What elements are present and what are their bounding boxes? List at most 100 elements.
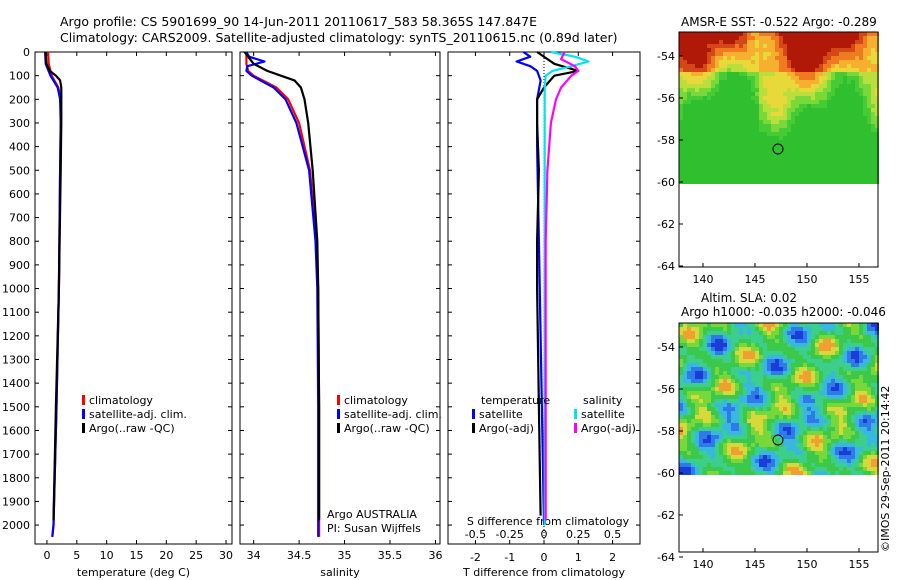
sst-map-cell: [739, 72, 743, 76]
sla-map-cell: [855, 339, 859, 343]
sst-map-cell: [807, 84, 811, 88]
sla-map-cell: [739, 363, 743, 367]
sla-map-cell: [743, 335, 747, 339]
depth-tick-label-1400: 1400: [2, 377, 30, 390]
sst-map-cell: [863, 140, 867, 144]
sla-map-cell: [771, 411, 775, 415]
sst-map-cell: [699, 44, 703, 48]
sst-map-cell: [855, 168, 859, 172]
sla-map-cell: [823, 383, 827, 387]
sst-map-cell: [787, 88, 791, 92]
sst-map-cell: [803, 88, 807, 92]
sla-map-cell: [703, 435, 707, 439]
sla-map-cell: [815, 419, 819, 423]
sla-map-cell: [799, 419, 803, 423]
sst-map-cell: [843, 56, 847, 60]
sla-map-cell: [751, 339, 755, 343]
sst-map-cell: [703, 168, 707, 172]
sst-map-cell: [863, 104, 867, 108]
sla-map-cell: [731, 347, 735, 351]
sst-map-cell: [723, 88, 727, 92]
sst-map-cell: [715, 60, 719, 64]
sla-map-cell: [787, 387, 791, 391]
sst-map-cell: [683, 144, 687, 148]
sst-map-cell: [719, 64, 723, 68]
sla-map-cell: [767, 423, 771, 427]
sla-map-cell: [715, 335, 719, 339]
sla-map-cell: [679, 379, 683, 383]
sst-map-cell: [815, 156, 819, 160]
sst-map-cell: [811, 48, 815, 52]
sla-map-cell: [847, 379, 851, 383]
sla-map-cell: [715, 347, 719, 351]
sla-map-cell: [863, 455, 867, 459]
sla-map-cell: [739, 435, 743, 439]
sst-map-cell: [735, 52, 739, 56]
sst-map-cell: [763, 116, 767, 120]
sla-map-cell: [811, 403, 815, 407]
sla-map-cell: [687, 331, 691, 335]
sst-map-cell: [831, 176, 835, 180]
temp-tick-label-5: 5: [73, 549, 80, 562]
sst-map-cell: [867, 92, 871, 96]
sla-map-cell: [855, 351, 859, 355]
sst-map-cell: [795, 136, 799, 140]
sla-map-cell: [751, 471, 755, 475]
sla-map-cell: [715, 367, 719, 371]
sst-map-cell: [699, 128, 703, 132]
sst-map-cell: [727, 140, 731, 144]
sst-map-cell: [743, 80, 747, 84]
sst-map-cell: [775, 44, 779, 48]
sst-map-cell: [719, 48, 723, 52]
sst-map-cell: [707, 48, 711, 52]
sla-map-cell: [875, 459, 879, 463]
sst-map-cell: [739, 52, 743, 56]
sst-map-cell: [691, 152, 695, 156]
sla-map-cell: [779, 427, 783, 431]
sla-map-cell: [831, 339, 835, 343]
sst-map-cell: [855, 92, 859, 96]
sla-map-cell: [855, 443, 859, 447]
sla-map-cell: [807, 359, 811, 363]
sla-map-cell: [859, 423, 863, 427]
sla-map-cell: [875, 327, 879, 331]
sla-map-cell: [763, 335, 767, 339]
sla-map-cell: [739, 323, 743, 327]
sst-map-cell: [791, 164, 795, 168]
sla-map-cell: [695, 347, 699, 351]
sla-map-cell: [687, 383, 691, 387]
sla-map-cell: [835, 339, 839, 343]
sst-map-cell: [811, 40, 815, 44]
sla-map-cell: [827, 327, 831, 331]
sla-map-cell: [695, 343, 699, 347]
sst-map-cell: [859, 36, 863, 40]
sst-map-cell: [719, 56, 723, 60]
sla-map-cell: [695, 415, 699, 419]
sla-map-cell: [819, 399, 823, 403]
sla-map-cell: [731, 327, 735, 331]
sla-map-cell: [731, 335, 735, 339]
sla-map-cell: [763, 443, 767, 447]
sst-map-cell: [695, 52, 699, 56]
sla-map-cell: [719, 343, 723, 347]
sla-map-cell: [787, 323, 791, 327]
sst-map-cell: [795, 180, 799, 184]
sla-map-cell: [699, 363, 703, 367]
sst-map-cell: [859, 40, 863, 44]
sla-map-cell: [855, 367, 859, 371]
sla-map-cell: [863, 351, 867, 355]
sst-map-cell: [807, 152, 811, 156]
sla-map-cell: [691, 335, 695, 339]
sla-map-cell: [731, 455, 735, 459]
sst-map-cell: [831, 100, 835, 104]
sla-map-cell: [871, 383, 875, 387]
sal-tick-label-36: 36: [428, 549, 442, 562]
sla-map-cell: [719, 407, 723, 411]
sla-map-cell: [843, 423, 847, 427]
sla-map-cell: [835, 363, 839, 367]
sla-map-cell: [851, 347, 855, 351]
sst-map-cell: [835, 148, 839, 152]
sst-map-cell: [779, 100, 783, 104]
sla-map-cell: [795, 403, 799, 407]
sst-map-cell: [739, 136, 743, 140]
